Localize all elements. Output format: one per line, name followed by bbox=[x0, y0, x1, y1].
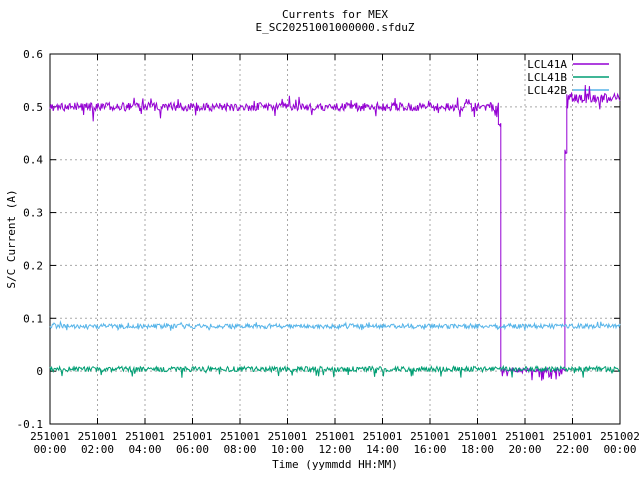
y-tick-label: 0.4 bbox=[23, 154, 43, 167]
x-tick-time: 00:00 bbox=[33, 443, 66, 456]
x-tick-date: 251001 bbox=[125, 430, 165, 443]
x-tick-date: 251001 bbox=[458, 430, 498, 443]
plot-area: -0.100.10.20.30.40.50.625100100:00251001… bbox=[17, 48, 640, 456]
x-tick-time: 04:00 bbox=[128, 443, 161, 456]
chart-title: Currents for MEX bbox=[282, 8, 388, 21]
x-tick-date: 251001 bbox=[268, 430, 308, 443]
x-tick-date: 251001 bbox=[78, 430, 118, 443]
x-tick-date: 251001 bbox=[553, 430, 593, 443]
x-tick-time: 12:00 bbox=[318, 443, 351, 456]
y-tick-label: 0.3 bbox=[23, 207, 43, 220]
y-axis-label: S/C Current (A) bbox=[5, 189, 18, 288]
y-tick-label: 0 bbox=[36, 365, 43, 378]
x-tick-time: 22:00 bbox=[556, 443, 589, 456]
y-tick-label: 0.1 bbox=[23, 312, 43, 325]
series-lcl42b bbox=[49, 320, 621, 332]
x-tick-time: 02:00 bbox=[81, 443, 114, 456]
x-tick-time: 18:00 bbox=[461, 443, 494, 456]
x-tick-time: 06:00 bbox=[176, 443, 209, 456]
y-tick-label: 0.2 bbox=[23, 259, 43, 272]
x-tick-date: 251001 bbox=[363, 430, 403, 443]
legend-label-lcl41a: LCL41A bbox=[527, 58, 567, 71]
legend-label-lcl41b: LCL41B bbox=[527, 71, 567, 84]
series-lcl41a bbox=[49, 84, 621, 381]
series-lcl41b bbox=[49, 364, 620, 378]
x-tick-time: 08:00 bbox=[223, 443, 256, 456]
x-tick-date: 251001 bbox=[220, 430, 260, 443]
legend-label-lcl42b: LCL42B bbox=[527, 84, 567, 97]
x-tick-time: 14:00 bbox=[366, 443, 399, 456]
y-tick-label: -0.1 bbox=[17, 418, 44, 431]
x-tick-time: 20:00 bbox=[508, 443, 541, 456]
chart-subtitle: E_SC20251001000000.sfduZ bbox=[256, 21, 415, 34]
x-tick-time: 16:00 bbox=[413, 443, 446, 456]
x-tick-date: 251001 bbox=[505, 430, 545, 443]
y-tick-label: 0.6 bbox=[23, 48, 43, 61]
y-tick-label: 0.5 bbox=[23, 101, 43, 114]
x-tick-time: 00:00 bbox=[603, 443, 636, 456]
x-tick-date: 251001 bbox=[315, 430, 355, 443]
x-axis-label: Time (yymmdd HH:MM) bbox=[272, 458, 398, 471]
x-tick-date: 251001 bbox=[410, 430, 450, 443]
x-tick-date: 251001 bbox=[173, 430, 213, 443]
x-tick-date: 251002 bbox=[600, 430, 640, 443]
x-tick-time: 10:00 bbox=[271, 443, 304, 456]
x-tick-date: 251001 bbox=[30, 430, 70, 443]
